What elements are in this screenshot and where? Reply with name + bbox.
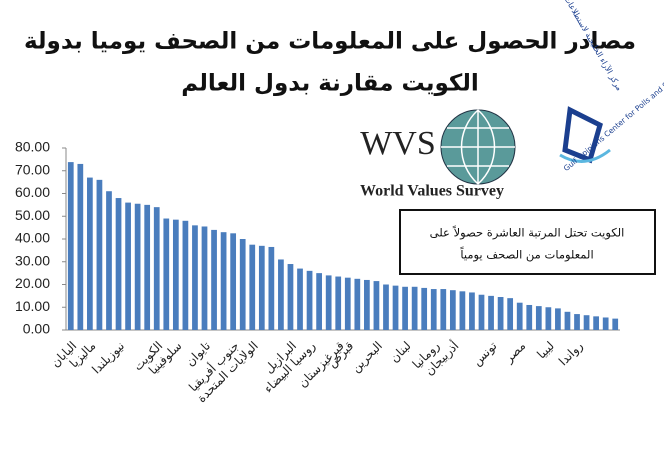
bar: [153, 207, 160, 330]
y-tick-label: 70.00: [15, 161, 50, 177]
bar: [287, 264, 294, 330]
bar: [77, 163, 84, 330]
bar: [364, 279, 370, 330]
annotation: المعلومات من الصحف يومياً: [460, 246, 594, 263]
bar: [535, 306, 542, 330]
bar: [555, 308, 561, 330]
x-tick-label: نيوزيلندا: [89, 339, 128, 378]
bar: [258, 245, 265, 330]
bar: [211, 229, 217, 330]
bar: [249, 244, 256, 330]
chart-title: الكويت مقارنة بدول العالم: [181, 71, 479, 97]
bar: [163, 218, 170, 330]
y-tick-label: 20.00: [15, 275, 50, 291]
bar: [182, 220, 189, 330]
x-tick-label: البحرين: [349, 339, 386, 376]
bar: [201, 226, 208, 330]
x-tick-label: تونس: [470, 339, 501, 370]
x-tick-label: ليبيا: [534, 339, 557, 362]
goc-logo: مركز الآراء الخليجية لاستطلاعات الرأي وا…: [536, 0, 664, 173]
y-tick-label: 40.00: [15, 230, 50, 246]
bar: [564, 311, 571, 330]
y-tick-label: 50.00: [15, 207, 50, 223]
bar: [115, 198, 122, 330]
bar: [268, 246, 275, 330]
annotation-box: [399, 209, 656, 275]
bar: [220, 232, 227, 330]
bar: [125, 202, 131, 330]
y-tick-label: 30.00: [15, 252, 50, 268]
bar: [593, 316, 599, 330]
wvs-logo: WVS World Values Survey: [358, 109, 516, 200]
goc-arc: [559, 148, 611, 163]
bar: [469, 292, 475, 330]
bar: [239, 239, 246, 330]
bar: [144, 204, 151, 330]
bar: [106, 191, 112, 330]
bar: [278, 259, 284, 330]
bar: [297, 268, 303, 330]
bar: [612, 318, 619, 330]
bar: [392, 285, 399, 330]
x-tick-label: مصر: [501, 339, 529, 367]
bar: [134, 203, 141, 330]
bar: [478, 294, 485, 330]
globe-grid: [441, 109, 515, 185]
bar: [421, 287, 428, 330]
bar: [230, 233, 237, 330]
logo-bg: [358, 126, 438, 166]
bar: [316, 273, 322, 330]
y-tick-label: 0.00: [23, 321, 50, 337]
bar: [516, 302, 523, 330]
bar: [440, 289, 447, 330]
bar: [87, 177, 93, 330]
bar: [430, 289, 437, 330]
bar: [497, 297, 504, 330]
x-tick-label: رواندا: [556, 339, 586, 369]
annotation: الكويت تحتل المرتبة العاشرة حصولاً على: [430, 225, 625, 241]
bar: [449, 290, 456, 330]
y-tick-label: 80.00: [15, 139, 50, 155]
bar: [325, 275, 332, 330]
bar: [67, 162, 74, 330]
y-tick-label: 10.00: [15, 298, 50, 314]
bar: [411, 286, 418, 330]
bar: [583, 315, 590, 330]
bar: [574, 314, 580, 330]
wvs-text: WVS: [360, 125, 436, 162]
bar: [172, 219, 179, 330]
bar: [96, 179, 103, 330]
bar: [192, 225, 198, 330]
bar: [335, 276, 342, 330]
wvs-name: World Values Survey: [360, 183, 504, 200]
bar: [354, 278, 361, 330]
bar: [545, 307, 552, 330]
bar: [507, 298, 514, 330]
bar: [402, 286, 408, 330]
bar: [344, 277, 351, 330]
bar: [602, 317, 609, 330]
bar: [459, 291, 466, 330]
bar: [526, 304, 533, 330]
bar: [373, 281, 380, 330]
y-tick-label: 60.00: [15, 184, 50, 200]
bar: [488, 295, 494, 330]
bar: [383, 284, 389, 330]
chart-title: مصادر الحصول على المعلومات من الصحف يومي…: [24, 29, 636, 55]
bar: [306, 270, 313, 330]
